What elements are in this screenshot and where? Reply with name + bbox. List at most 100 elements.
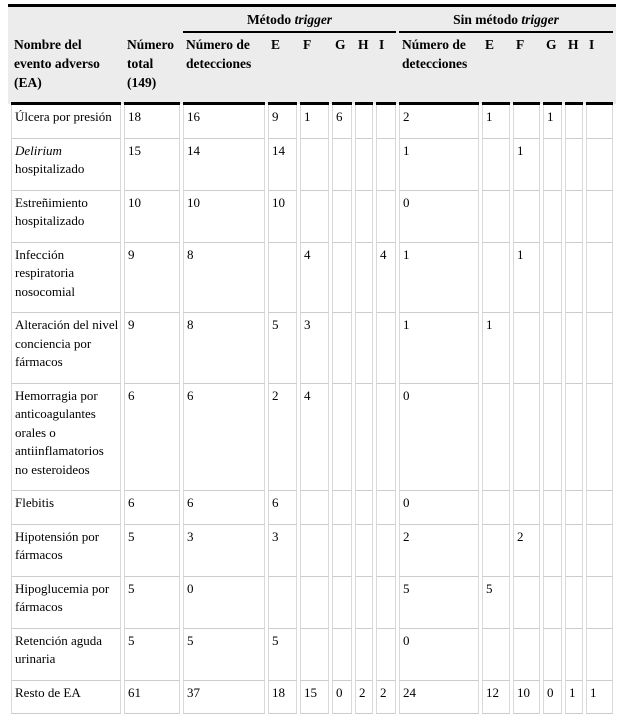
- cell-value: 15: [300, 680, 329, 714]
- cell-value: [543, 383, 563, 491]
- cell-value: 1: [543, 105, 563, 139]
- table-row: Alteración del nivel conciencia por fárm…: [11, 313, 614, 384]
- cell-event-name: Hemorragia por anticoagulantes orales o …: [11, 383, 121, 491]
- table-body: Úlcera por presión 18 16 9 1 6 2 1 1 Del…: [11, 105, 614, 714]
- cell-value: 4: [300, 383, 329, 491]
- cell-value: [586, 524, 614, 577]
- cell-total: 9: [124, 313, 180, 384]
- cell-value: 6: [183, 491, 265, 525]
- cell-total: 15: [124, 138, 180, 191]
- cell-value: [565, 524, 584, 577]
- cell-value: [300, 576, 329, 629]
- table-row: Flebitis 6 6 6 0: [11, 491, 614, 525]
- column-header-event-name: Nombre del evento adverso (EA): [11, 33, 121, 105]
- cell-value: [586, 190, 614, 243]
- cell-value: [565, 138, 584, 191]
- cell-value: [355, 576, 373, 629]
- cell-value: [300, 524, 329, 577]
- cell-value: 2: [268, 383, 297, 491]
- cell-value: [543, 628, 563, 681]
- cell-value: [482, 491, 511, 525]
- group-label-italic: trigger: [294, 12, 333, 27]
- column-header-h: H: [355, 33, 373, 105]
- cell-value: [376, 105, 397, 139]
- table-header: Método trigger Sin método trigger Nombre…: [11, 7, 614, 105]
- cell-value: [586, 576, 614, 629]
- cell-value: 4: [300, 242, 329, 313]
- group-header-row: Método trigger Sin método trigger: [11, 7, 614, 33]
- cell-value: 4: [376, 242, 397, 313]
- cell-value: [355, 105, 373, 139]
- cell-value: [355, 383, 373, 491]
- cell-value: 9: [268, 105, 297, 139]
- cell-value: 2: [513, 524, 541, 577]
- cell-value: [332, 383, 352, 491]
- cell-value: [543, 138, 563, 191]
- column-header-f: F: [513, 33, 541, 105]
- cell-value: [543, 313, 563, 384]
- group-header-sin-metodo-trigger: Sin método trigger: [399, 7, 614, 33]
- cell-event-name: Delirium hospitalizado: [11, 138, 121, 191]
- column-header-detections-sin: Número de detecciones: [399, 33, 480, 105]
- table-row: Hipoglucemia por fármacos 5 0 5 5: [11, 576, 614, 629]
- cell-value: [355, 524, 373, 577]
- cell-value: [565, 313, 584, 384]
- cell-value: [332, 491, 352, 525]
- cell-value: 0: [399, 628, 480, 681]
- table-row: Delirium hospitalizado 15 14 14 1 1: [11, 138, 614, 191]
- cell-event-name: Hipotensión por fármacos: [11, 524, 121, 577]
- cell-value: [332, 628, 352, 681]
- cell-value: 2: [376, 680, 397, 714]
- cell-value: 5: [268, 628, 297, 681]
- cell-value: [586, 313, 614, 384]
- cell-value: 16: [183, 105, 265, 139]
- group-label-prefix: Sin método: [453, 12, 522, 27]
- cell-value: 0: [183, 576, 265, 629]
- cell-value: [376, 524, 397, 577]
- cell-value: 1: [586, 680, 614, 714]
- cell-value: [482, 190, 511, 243]
- cell-value: 3: [268, 524, 297, 577]
- column-header-g: G: [543, 33, 563, 105]
- table-row: Infección respiratoria nosocomial 9 8 4 …: [11, 242, 614, 313]
- cell-total: 61: [124, 680, 180, 714]
- cell-total: 9: [124, 242, 180, 313]
- cell-value: [376, 138, 397, 191]
- cell-value: [355, 190, 373, 243]
- cell-value: 1: [565, 680, 584, 714]
- cell-value: [513, 491, 541, 525]
- cell-value: [300, 190, 329, 243]
- cell-event-name: Alteración del nivel conciencia por fárm…: [11, 313, 121, 384]
- cell-event-name: Hipoglucemia por fármacos: [11, 576, 121, 629]
- cell-value: 10: [183, 190, 265, 243]
- column-header-e: E: [482, 33, 511, 105]
- group-label-italic: trigger: [521, 12, 559, 27]
- cell-value: [376, 383, 397, 491]
- cell-total: 5: [124, 524, 180, 577]
- cell-event-name: Estreñimiento hospitalizado: [11, 190, 121, 243]
- cell-value: 10: [268, 190, 297, 243]
- column-header-i: I: [586, 33, 614, 105]
- cell-value: [482, 628, 511, 681]
- cell-value: 6: [183, 383, 265, 491]
- cell-value: [482, 383, 511, 491]
- cell-value: 0: [399, 491, 480, 525]
- cell-value: 1: [300, 105, 329, 139]
- cell-total: 18: [124, 105, 180, 139]
- cell-value: 0: [399, 383, 480, 491]
- table-row: Úlcera por presión 18 16 9 1 6 2 1 1: [11, 105, 614, 139]
- cell-value: [513, 628, 541, 681]
- cell-value: 14: [268, 138, 297, 191]
- cell-value: [355, 138, 373, 191]
- cell-value: 1: [399, 313, 480, 384]
- adverse-events-table-wrap: Método trigger Sin método trigger Nombre…: [8, 4, 617, 714]
- cell-event-name: Resto de EA: [11, 680, 121, 714]
- column-header-g: G: [332, 33, 352, 105]
- cell-event-name: Retención aguda urinaria: [11, 628, 121, 681]
- cell-value: 1: [399, 242, 480, 313]
- table-row: Retención aguda urinaria 5 5 5 0: [11, 628, 614, 681]
- cell-value: [586, 138, 614, 191]
- cell-value: [543, 242, 563, 313]
- cell-value: [543, 576, 563, 629]
- cell-value: [565, 190, 584, 243]
